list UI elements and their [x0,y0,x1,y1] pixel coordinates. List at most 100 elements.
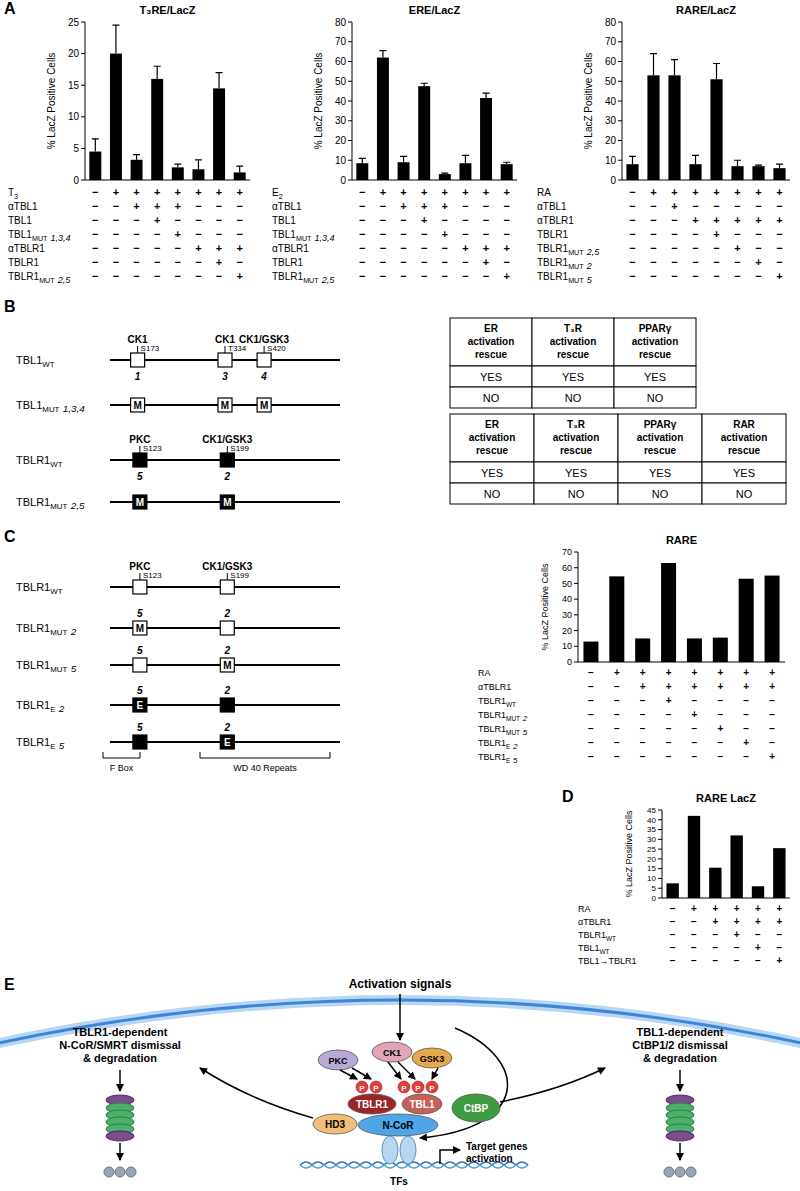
y-tick [658,849,662,850]
bar [459,163,471,180]
bar [730,835,742,898]
chart-title: ERE/LacZ [409,4,461,16]
dismissal-arrow [500,1068,605,1102]
condition-label-sub: MUT [296,234,312,243]
condition-sign: − [588,667,594,678]
condition-sign: − [92,214,98,226]
condition-sign: + [734,242,740,254]
table-header-line: PPARγ [639,323,672,334]
site-box [133,453,147,467]
condition-sign: − [92,228,98,240]
table-header-line: activation [632,336,679,347]
condition-label: αTBLR1 [578,917,611,927]
bar [131,160,143,180]
condition-sign: + [666,667,672,678]
condition-sign: + [743,667,749,678]
construct-label-sub: MUT [50,665,67,674]
y-tick-label: 10 [605,155,617,166]
bar [151,79,163,180]
complex-node [313,1114,357,1134]
bar [213,88,225,180]
x-axis [352,180,517,181]
condition-sign: − [755,200,761,212]
outcome-label: TBL1-dependent [637,1026,724,1038]
table-value: YES [733,467,755,479]
condition-sign: − [734,955,740,966]
condition-sign: − [216,200,222,212]
site-box [131,398,145,412]
condition-sign: − [359,256,365,268]
site-box [133,495,147,509]
condition-sign: − [92,270,98,282]
y-tick-label: 40 [605,96,617,107]
condition-sign: − [712,929,718,940]
kinase-node [372,1042,412,1062]
condition-sign: + [755,903,761,914]
table-cell [618,462,702,483]
table-value: NO [483,392,500,404]
table-header-line: activation [721,432,768,443]
condition-sign: − [588,751,594,762]
condition-label-main: αTBLR1 [478,682,511,692]
table-cell [532,387,614,408]
condition-sign: − [614,709,620,720]
table-cell [614,366,696,387]
construct-label: TBLR1E5 [16,736,65,751]
site-number: 1 [135,371,141,382]
site-mutation: M [133,400,141,411]
condition-sign: + [195,186,201,198]
y-tick [81,148,85,149]
y-tick [618,160,622,161]
condition-sign: − [133,228,139,240]
error-bar [195,160,202,169]
y-tick [574,662,578,663]
y-tick-label: 30 [335,115,347,126]
condition-sign: − [236,214,242,226]
residue-label: S199 [230,444,249,453]
y-tick-label: 20 [647,855,656,864]
bar [609,576,624,662]
condition-label: TBL1 [272,215,296,226]
condition-label-main: αTBLR1 [8,243,45,254]
condition-label: T3 [8,187,18,201]
table-header: PPARγactivationrescue [637,419,684,456]
condition-sign: − [400,256,406,268]
condition-sign: + [776,214,782,226]
condition-sign: − [755,242,761,254]
condition-sign: + [175,186,181,198]
condition-sign: − [717,695,723,706]
condition-label-sub: MUT [568,262,584,271]
condition-sign: − [113,228,119,240]
condition-sign: + [462,242,468,254]
bar [356,163,368,180]
condition-label-main: TBLR1 [478,710,506,720]
y-tick [348,61,352,62]
construct-label-sub: MUT [50,502,67,511]
condition-label-sub: WT [600,948,610,955]
condition-sign: + [503,270,509,282]
condition-sign: − [629,242,635,254]
condition-sign: − [692,242,698,254]
condition-sign: − [92,200,98,212]
error-bar [734,160,741,166]
construct-label-tail: 2 [58,703,65,714]
table-cell [450,318,532,366]
construct-label-main: TBLR1 [16,581,50,593]
condition-sign: − [755,228,761,240]
y-tick [658,888,662,889]
outcome-label: TBLR1-dependent [73,1026,168,1038]
site-number: 5 [137,722,143,733]
peptide-fragment [115,1167,125,1177]
condition-label: RA [537,187,551,198]
y-tick [348,101,352,102]
condition-sign: + [666,681,672,692]
condition-label: TBL1WT [578,943,610,955]
error-bar [776,164,783,168]
bar [192,169,204,180]
condition-sign: − [692,723,698,734]
error-bar [441,172,448,174]
condition-label-main: TBLR1 [537,271,569,282]
y-tick-label: 20 [68,48,80,59]
tf-node [400,1136,416,1164]
condition-sign: − [692,256,698,268]
